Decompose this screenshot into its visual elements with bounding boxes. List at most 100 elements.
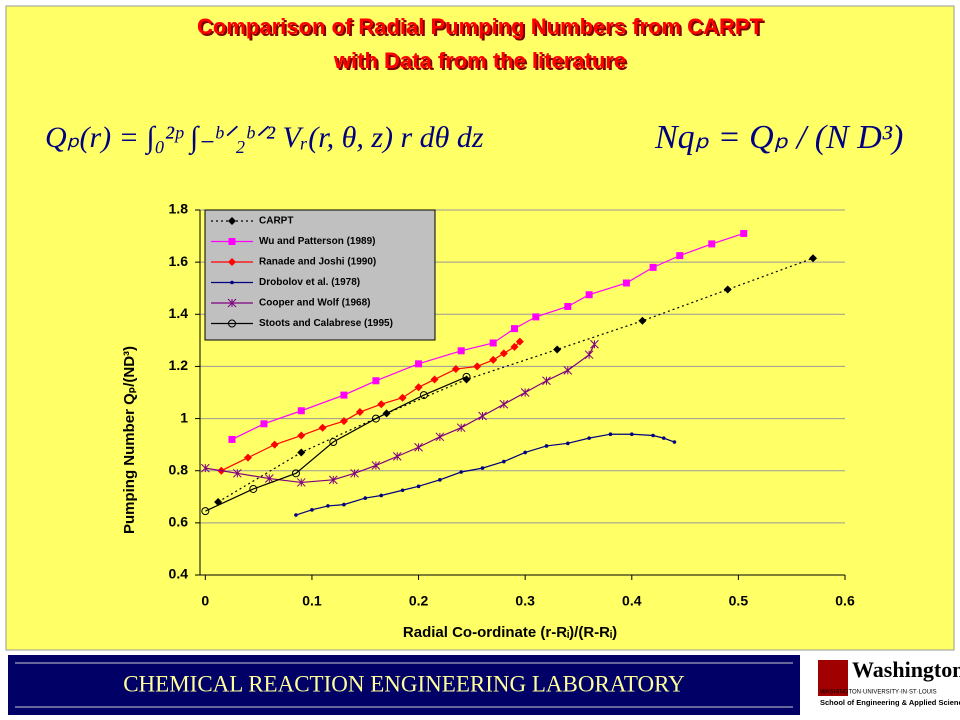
marker [456,423,466,433]
series-line [217,257,814,503]
marker [419,391,428,400]
marker [291,469,300,478]
marker [708,240,716,248]
x-tick-label: 0.4 [622,593,642,609]
marker [629,432,634,437]
marker [297,407,305,415]
title-shadow: Comparison of Radial Pumping Numbers fro… [199,16,765,41]
marker [329,438,338,447]
marker [459,470,463,474]
marker [328,475,338,485]
marker [264,474,274,483]
marker [350,468,359,478]
marker [342,502,346,507]
marker [544,444,549,448]
legend-label: Stoots and Calabrese (1995) [259,318,393,329]
marker [499,349,508,358]
x-tick-label: 0.1 [302,593,322,609]
legend-marker [228,258,236,266]
marker [532,313,540,321]
formula: Qₚ(r) = ∫₀²ᵖ ∫₋ᵇᐟ₂ᵇᐟ² Vᵣ(r, θ, z) r dθ d… [45,121,484,156]
marker [414,383,423,392]
marker [608,432,613,437]
marker [377,400,386,409]
marker [553,345,562,354]
marker [200,463,210,473]
legend-box [204,209,436,341]
marker [372,377,380,385]
marker [480,466,485,470]
marker [451,365,460,374]
marker [430,375,439,384]
y-tick-label: 0.4 [169,566,189,582]
marker [243,453,252,462]
logo-shield [818,660,848,696]
marker [489,355,498,364]
y-tick-label: 1.8 [169,201,189,217]
x-tick-label: 0 [201,593,209,609]
series-line [205,376,467,512]
marker [296,478,306,487]
marker [676,252,684,260]
legend-marker [230,280,234,285]
marker [649,263,657,271]
marker [523,450,527,455]
legend-label: CARPT [259,216,293,227]
marker [564,302,572,310]
x-tick-label: 0.6 [835,593,855,609]
marker [587,436,591,440]
marker [740,229,748,237]
marker [520,388,530,397]
marker [270,440,279,449]
marker [297,431,306,440]
series-line [205,343,595,484]
legend-label: Wu and Patterson (1989) [259,236,376,247]
marker [542,376,551,386]
y-tick-label: 1.2 [169,357,189,373]
y-tick-label: 0.8 [169,461,189,477]
legend-marker [228,319,236,328]
legend-marker [228,217,236,225]
logo-school: School of Engineering & Applied Science [820,698,960,707]
logo-sub: WASHINGTON·UNIVERSITY·IN·ST·LOUIS [820,690,937,696]
marker [260,420,268,428]
marker [414,442,423,452]
legend-label: Cooper and Wolf (1968) [259,298,371,309]
marker [515,337,524,346]
marker [371,461,381,470]
marker [478,411,487,421]
x-axis-label: Radial Co-ordinate (r-Rᵢ)/(R-Rᵢ) [403,624,617,641]
marker [809,254,818,263]
marker [638,316,647,325]
marker [379,493,384,498]
legend-marker [228,238,236,245]
marker [249,484,258,493]
y-axis-label: Pumping Number Qₚ/(ND³) [121,346,138,534]
marker [340,391,348,399]
marker [489,339,497,347]
marker [232,468,242,478]
marker [473,362,482,371]
marker [462,372,471,381]
y-tick-label: 1.4 [169,305,189,321]
legend-label: Drobolov et al. (1978) [259,277,360,288]
marker [400,488,405,493]
title-line: with Data from the literature [333,48,626,73]
marker [392,452,402,461]
marker [228,435,236,443]
marker [502,459,506,464]
marker [371,414,380,423]
marker [297,448,306,457]
marker [590,339,599,349]
marker [584,350,594,360]
marker [661,436,666,440]
marker [339,417,348,426]
footer-lab: CHEMICAL REACTION ENGINEERING LABORATORY [123,671,685,696]
y-tick-label: 0.6 [169,514,189,530]
legend-marker [227,298,237,308]
y-tick-label: 1 [180,409,188,425]
formula: Nqₚ = Qₚ / (N D³) [654,119,903,156]
marker [563,365,573,375]
marker [435,432,445,442]
